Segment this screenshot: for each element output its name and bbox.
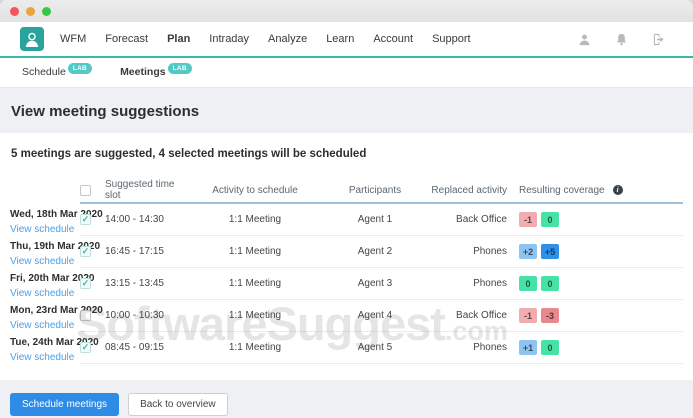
coverage-badge: 0: [541, 212, 559, 227]
nav-item-intraday[interactable]: Intraday: [209, 33, 250, 45]
table-header: Suggested time slot Activity to schedule…: [10, 178, 683, 204]
select-all-checkbox[interactable]: [80, 184, 91, 196]
coverage-badges: -1 -3: [515, 300, 683, 332]
back-to-overview-button[interactable]: Back to overview: [128, 393, 228, 416]
suggestions-card: 5 meetings are suggested, 4 selected mee…: [0, 133, 693, 380]
participant: Agent 2: [320, 236, 430, 268]
view-schedule-link[interactable]: View schedule: [10, 288, 75, 299]
view-schedule-link[interactable]: View schedule: [10, 224, 75, 235]
person-logo-icon: [25, 32, 39, 47]
coverage-badge: +2: [519, 244, 537, 259]
replaced-activity: Back Office: [430, 204, 515, 236]
nav-item-analyze[interactable]: Analyze: [268, 33, 308, 45]
row-checkbox[interactable]: [80, 310, 91, 321]
coverage-badge: +5: [541, 244, 559, 259]
coverage-badge: 0: [541, 276, 559, 291]
row-date: Fri, 20th Mar 2020: [10, 273, 95, 284]
logout-icon[interactable]: [652, 33, 665, 46]
view-schedule-link[interactable]: View schedule: [10, 256, 75, 267]
nav-item-support[interactable]: Support: [432, 33, 471, 45]
time-slot: 16:45 - 17:15: [100, 236, 190, 268]
summary-text: 5 meetings are suggested, 4 selected mee…: [11, 148, 367, 160]
user-icon[interactable]: [578, 33, 591, 46]
table-row: Thu, 19th Mar 2020 View schedule 16:45 -…: [10, 236, 683, 268]
lab-badge: LAB: [167, 63, 192, 74]
table-row: Mon, 23rd Mar 2020 View schedule 10:00 -…: [10, 300, 683, 332]
time-slot: 13:15 - 13:45: [100, 268, 190, 300]
row-checkbox[interactable]: [80, 342, 91, 353]
participant: Agent 3: [320, 268, 430, 300]
nav-right-icons: [578, 33, 673, 46]
page-title: View meeting suggestions: [11, 103, 200, 120]
row-checkbox[interactable]: [80, 246, 91, 257]
replaced-activity: Phones: [430, 268, 515, 300]
participant: Agent 5: [320, 332, 430, 364]
coverage-badge: 0: [519, 276, 537, 291]
header-replaced: Replaced activity: [430, 178, 515, 204]
view-schedule-link[interactable]: View schedule: [10, 352, 75, 363]
table-row: Fri, 20th Mar 2020 View schedule 13:15 -…: [10, 268, 683, 300]
coverage-badges: -1 0: [515, 204, 683, 236]
window-titlebar: [0, 0, 693, 22]
header-coverage-label: Resulting coverage: [519, 184, 605, 196]
activity: 1:1 Meeting: [190, 300, 320, 332]
activity: 1:1 Meeting: [190, 268, 320, 300]
header-coverage: Resulting coverage i: [515, 178, 683, 204]
activity: 1:1 Meeting: [190, 204, 320, 236]
lab-badge: LAB: [67, 63, 93, 74]
participant: Agent 1: [320, 204, 430, 236]
view-schedule-link[interactable]: View schedule: [10, 320, 75, 331]
replaced-activity: Phones: [430, 236, 515, 268]
coverage-badge: -3: [541, 308, 559, 323]
table-row: Wed, 18th Mar 2020 View schedule 14:00 -…: [10, 204, 683, 236]
time-slot: 10:00 - 10:30: [100, 300, 190, 332]
row-date: Wed, 18th Mar 2020: [10, 209, 103, 220]
nav-item-plan[interactable]: Plan: [167, 33, 191, 45]
header-time-slot: Suggested time slot: [100, 178, 190, 204]
replaced-activity: Back Office: [430, 300, 515, 332]
row-date: Thu, 19th Mar 2020: [10, 241, 101, 252]
coverage-badge: -1: [519, 212, 537, 227]
window-minimize-button[interactable]: [26, 6, 35, 16]
coverage-badge: +1: [519, 340, 537, 355]
sub-navbar: Schedule LAB Meetings LAB: [0, 58, 693, 88]
table-row: Tue, 24th Mar 2020 View schedule 08:45 -…: [10, 332, 683, 364]
coverage-badge: 0: [541, 340, 559, 355]
row-checkbox[interactable]: [80, 278, 91, 289]
header-activity: Activity to schedule: [190, 178, 320, 204]
coverage-badges: 0 0: [515, 268, 683, 300]
tab-schedule[interactable]: Schedule LAB: [22, 63, 93, 79]
bell-icon[interactable]: [615, 33, 628, 46]
coverage-badges: +2 +5: [515, 236, 683, 268]
nav-item-wfm[interactable]: WFM: [60, 33, 87, 45]
replaced-activity: Phones: [430, 332, 515, 364]
nav-item-account[interactable]: Account: [373, 33, 414, 45]
app-logo[interactable]: [20, 27, 44, 51]
info-icon[interactable]: i: [612, 185, 623, 195]
footer-actions: Schedule meetings Back to overview: [0, 380, 693, 418]
window-close-button[interactable]: [10, 6, 19, 16]
row-date: Tue, 24th Mar 2020: [10, 337, 99, 348]
window-maximize-button[interactable]: [42, 6, 51, 16]
coverage-badges: +1 0: [515, 332, 683, 364]
top-navbar: WFM Forecast Plan Intraday Analyze Learn…: [0, 22, 693, 58]
schedule-meetings-button[interactable]: Schedule meetings: [10, 393, 120, 416]
time-slot: 08:45 - 09:15: [100, 332, 190, 364]
coverage-badge: -1: [519, 308, 537, 323]
row-checkbox[interactable]: [80, 214, 91, 225]
tab-schedule-label: Schedule: [22, 66, 66, 78]
nav-item-forecast[interactable]: Forecast: [105, 33, 149, 45]
tab-meetings[interactable]: Meetings LAB: [120, 63, 192, 79]
participant: Agent 4: [320, 300, 430, 332]
tab-meetings-label: Meetings: [120, 66, 166, 78]
nav-menu: WFM Forecast Plan Intraday Analyze Learn…: [60, 33, 471, 45]
time-slot: 14:00 - 14:30: [100, 204, 190, 236]
activity: 1:1 Meeting: [190, 332, 320, 364]
activity: 1:1 Meeting: [190, 236, 320, 268]
header-participants: Participants: [320, 178, 430, 204]
header-checkbox-cell: [80, 178, 100, 204]
nav-item-learn[interactable]: Learn: [326, 33, 355, 45]
row-date: Mon, 23rd Mar 2020: [10, 305, 103, 316]
